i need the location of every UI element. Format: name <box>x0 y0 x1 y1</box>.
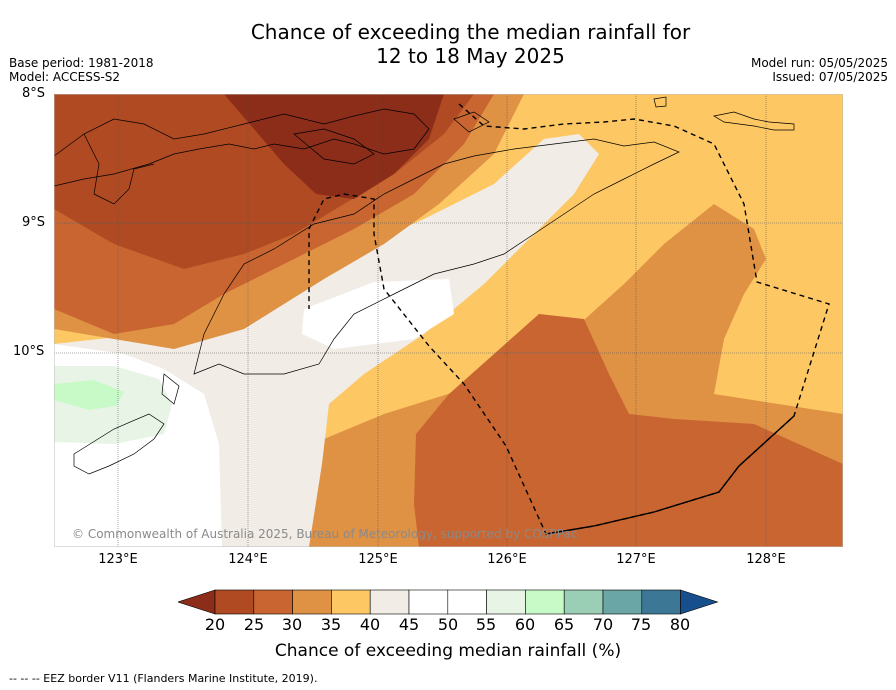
cb-tick-25: 25 <box>243 615 265 634</box>
colorbar-segment <box>641 589 681 615</box>
colorbar-segment <box>447 589 487 615</box>
band-below-20 <box>224 94 444 199</box>
cb-tick-60: 60 <box>514 615 536 634</box>
chart-title: Chance of exceeding the median rainfall … <box>0 20 896 68</box>
eez-border-solid <box>545 415 795 535</box>
gridlines <box>54 94 843 547</box>
lon-label-123e: 123°E <box>98 552 138 567</box>
lon-label-128e: 128°E <box>746 552 786 567</box>
cb-tick-35: 35 <box>320 615 342 634</box>
cb-tick-30: 30 <box>281 615 303 634</box>
colorbar-segment <box>602 589 643 615</box>
title-line-1: Chance of exceeding the median rainfall … <box>250 20 691 44</box>
coastlines <box>54 96 795 475</box>
cb-tick-70: 70 <box>592 615 614 634</box>
rainfall-map <box>54 94 843 547</box>
colorbar-extension-high <box>680 589 719 615</box>
cb-tick-65: 65 <box>553 615 575 634</box>
meta-right: Model run: 05/05/2025 Issued: 07/05/2025 <box>751 56 888 84</box>
lat-label-9s: 9°S <box>22 215 46 230</box>
colorbar <box>178 589 719 615</box>
copyright-notice: © Commonwealth of Australia 2025, Bureau… <box>72 527 578 541</box>
lon-label-126e: 126°E <box>487 552 527 567</box>
cb-tick-80: 80 <box>669 615 691 634</box>
colorbar-extension-low <box>178 589 216 615</box>
colorbar-segment <box>369 589 410 615</box>
lon-label-124e: 124°E <box>228 552 268 567</box>
colorbar-segment <box>408 589 449 615</box>
band-25-30-south <box>414 314 843 547</box>
colorbar-segment <box>214 589 255 615</box>
model-label: Model: ACCESS-S2 <box>9 70 121 84</box>
colorbar-segment <box>331 589 371 615</box>
lon-label-125e: 125°E <box>358 552 398 567</box>
eez-footnote: -- -- -- EEZ border V11 (Flanders Marine… <box>9 672 318 685</box>
cb-tick-40: 40 <box>359 615 381 634</box>
lat-label-8s: 8°S <box>22 86 46 101</box>
colorbar-segment <box>253 589 293 615</box>
cb-tick-50: 50 <box>437 615 459 634</box>
lat-label-10s: 10°S <box>13 344 45 359</box>
cb-tick-75: 75 <box>630 615 652 634</box>
colorbar-segment <box>292 589 332 615</box>
model-run-label: Model run: 05/05/2025 <box>750 56 888 70</box>
cb-tick-55: 55 <box>475 615 497 634</box>
cb-tick-20: 20 <box>204 615 226 634</box>
meta-left: Base period: 1981-2018 Model: ACCESS-S2 <box>9 56 154 84</box>
colorbar-segment <box>525 589 565 615</box>
issued-label: Issued: 07/05/2025 <box>772 70 888 84</box>
colorbar-segment <box>563 589 604 615</box>
colorbar-segment <box>486 589 526 615</box>
band-60-65 <box>54 380 124 410</box>
base-period-label: Base period: 1981-2018 <box>9 56 154 70</box>
cb-tick-45: 45 <box>398 615 420 634</box>
colorbar-title: Chance of exceeding median rainfall (%) <box>274 641 622 661</box>
lon-label-127e: 127°E <box>616 552 656 567</box>
title-line-2: 12 to 18 May 2025 <box>376 44 565 68</box>
